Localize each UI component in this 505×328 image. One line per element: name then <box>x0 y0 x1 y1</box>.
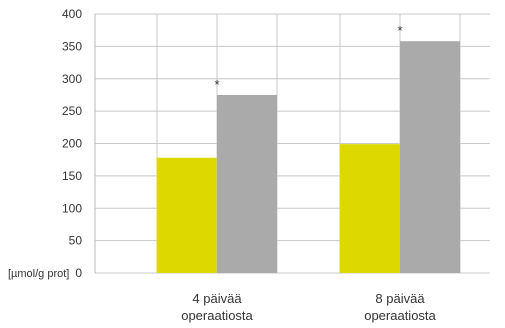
x-axis-category-labels: 4 päivää operaatiosta 8 päivää operaatiosta <box>181 291 436 323</box>
bar-series1-cat1 <box>157 157 217 273</box>
y-tick-label: 350 <box>62 39 82 53</box>
y-tick-label: 400 <box>62 7 82 21</box>
y-tick-label: 0 <box>75 266 82 280</box>
x-category-label: 4 päivää <box>192 291 242 306</box>
y-tick-label: 300 <box>62 72 82 86</box>
bars <box>157 41 460 273</box>
significance-markers: ** <box>214 23 402 92</box>
y-axis-tick-labels: 0 50 100 150 200 250 300 350 400 <box>62 7 82 280</box>
y-tick-label: 50 <box>69 234 83 248</box>
x-category-label: operaatiosta <box>181 308 253 323</box>
bar-series1-cat2 <box>340 144 400 273</box>
x-category-label: 8 päivää <box>375 291 425 306</box>
y-tick-label: 100 <box>62 201 82 215</box>
significance-asterisk: * <box>214 77 219 92</box>
bar-series2-cat2 <box>400 41 460 273</box>
bar-series2-cat1 <box>217 94 277 273</box>
y-axis-label: [µmol/g prot] <box>8 268 69 280</box>
y-tick-label: 150 <box>62 169 82 183</box>
x-category-label: operaatiosta <box>364 308 436 323</box>
significance-asterisk: * <box>397 23 402 38</box>
y-tick-label: 200 <box>62 137 82 151</box>
y-tick-label: 250 <box>62 104 82 118</box>
